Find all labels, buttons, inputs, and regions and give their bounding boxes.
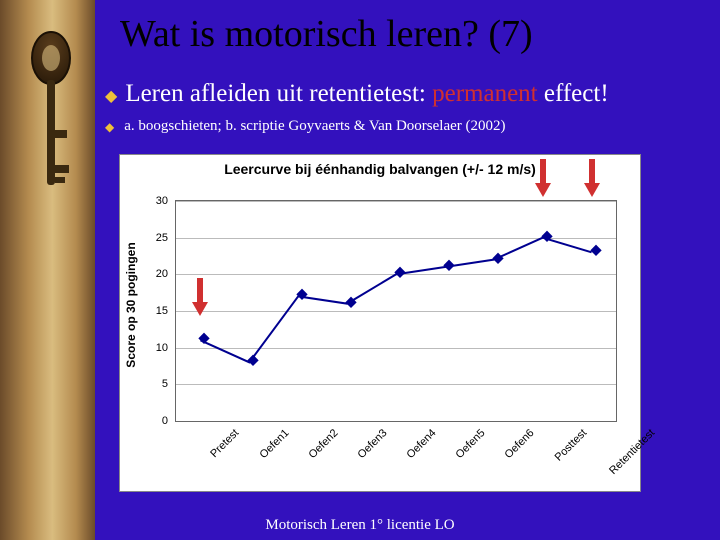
chart-xtick-label: Oefen1 (258, 427, 292, 461)
chart-xtick-label: Pretest (209, 427, 242, 460)
bullet-main-text: Leren afleiden uit retentietest: permane… (125, 80, 608, 108)
chart-xtick-label: Oefen4 (405, 427, 439, 461)
chart-ytick-label: 15 (138, 305, 168, 317)
chart: Leercurve bij éénhandig balvangen (+/- 1… (119, 154, 641, 492)
bullet-sub: ◆ a. boogschieten; b. scriptie Goyvaerts… (105, 118, 506, 135)
chart-ytick-label: 0 (138, 415, 168, 427)
highlight-arrow-icon (584, 159, 600, 197)
bullet-main-prefix: Leren afleiden uit retentietest: (125, 80, 432, 107)
bullet-main-accent: permanent (432, 80, 538, 107)
chart-xtick-label: Oefen3 (356, 427, 390, 461)
slide: Wat is motorisch leren? (7) ◆ Leren afle… (0, 0, 720, 540)
chart-ylabel: Score op 30 pogingen (124, 195, 138, 415)
bullet-main-suffix: effect! (538, 80, 609, 107)
chart-xtick-label: Posttest (552, 427, 589, 464)
bullet-icon: ◆ (105, 86, 117, 106)
chart-xtick-label: Retentietest (607, 427, 657, 477)
chart-xtick-label: Oefen6 (502, 427, 536, 461)
chart-xtick-label: Oefen2 (307, 427, 341, 461)
key-icon (30, 30, 72, 200)
chart-plot-area: 051015202530PretestOefen1Oefen2Oefen3Oef… (175, 200, 617, 422)
highlight-arrow-icon (535, 159, 551, 197)
highlight-arrow-icon (192, 278, 208, 316)
slide-title: Wat is motorisch leren? (7) (120, 12, 700, 56)
chart-ytick-label: 10 (138, 342, 168, 354)
bullet-icon: ◆ (105, 120, 114, 135)
chart-ytick-label: 5 (138, 378, 168, 390)
chart-ytick-label: 20 (138, 268, 168, 280)
chart-xtick-label: Oefen5 (453, 427, 487, 461)
bullet-sub-text: a. boogschieten; b. scriptie Goyvaerts &… (124, 118, 505, 135)
chart-ytick-label: 30 (138, 195, 168, 207)
slide-footer: Motorisch Leren 1° licentie LO (0, 517, 720, 534)
chart-ytick-label: 25 (138, 232, 168, 244)
bullet-main: ◆ Leren afleiden uit retentietest: perma… (105, 80, 609, 108)
chart-title: Leercurve bij éénhandig balvangen (+/- 1… (120, 161, 640, 177)
slide-decoration-sidebar (0, 0, 95, 540)
